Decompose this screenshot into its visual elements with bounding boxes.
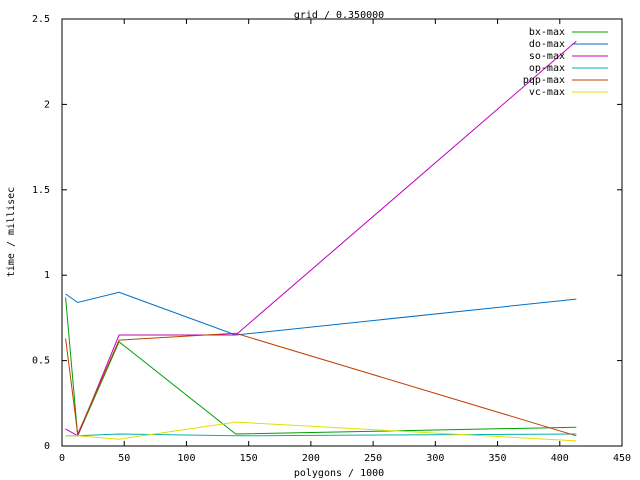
- x-tick-label: 50: [118, 453, 130, 464]
- x-axis: 0 50 100 150 200 250 300 350 400 450: [59, 19, 631, 464]
- series-line-so-max: [65, 40, 577, 437]
- plot-frame: [61, 18, 623, 447]
- x-tick-label: 300: [426, 453, 444, 464]
- y-axis-label: time / millisec: [6, 187, 17, 277]
- y-tick-label: 1.5: [32, 185, 50, 196]
- legend-label-bx-max: bx-max: [529, 27, 565, 38]
- legend-label-pqp-max: pqp-max: [523, 75, 565, 86]
- legend-label-do-max: do-max: [529, 39, 565, 50]
- legend-label-vc-max: vc-max: [529, 87, 565, 98]
- chart-title: grid / 0.350000: [294, 10, 384, 21]
- x-tick-label: 100: [177, 453, 195, 464]
- x-tick-label: 0: [59, 453, 65, 464]
- series-line-pqp-max: [65, 332, 577, 437]
- series-line-vc-max: [65, 421, 577, 442]
- x-tick-label: 200: [302, 453, 320, 464]
- y-axis: 0 0.5 1 1.5 2 2.5: [32, 14, 622, 452]
- legend-label-op-max: op-max: [529, 63, 565, 74]
- y-tick-label: 0: [44, 441, 50, 452]
- x-tick-label: 150: [240, 453, 258, 464]
- x-axis-label: polygons / 1000: [294, 468, 384, 479]
- x-tick-label: 450: [613, 453, 631, 464]
- y-tick-label: 1: [44, 270, 50, 281]
- series-line-do-max: [65, 291, 577, 336]
- series-line-bx-max: [65, 297, 577, 437]
- series-group: [65, 40, 577, 442]
- legend-label-so-max: so-max: [529, 51, 565, 62]
- y-tick-label: 2: [44, 99, 50, 110]
- y-tick-label: 0.5: [32, 356, 50, 367]
- x-tick-label: 350: [489, 453, 507, 464]
- x-tick-label: 400: [551, 453, 569, 464]
- y-tick-label: 2.5: [32, 14, 50, 25]
- x-tick-label: 250: [364, 453, 382, 464]
